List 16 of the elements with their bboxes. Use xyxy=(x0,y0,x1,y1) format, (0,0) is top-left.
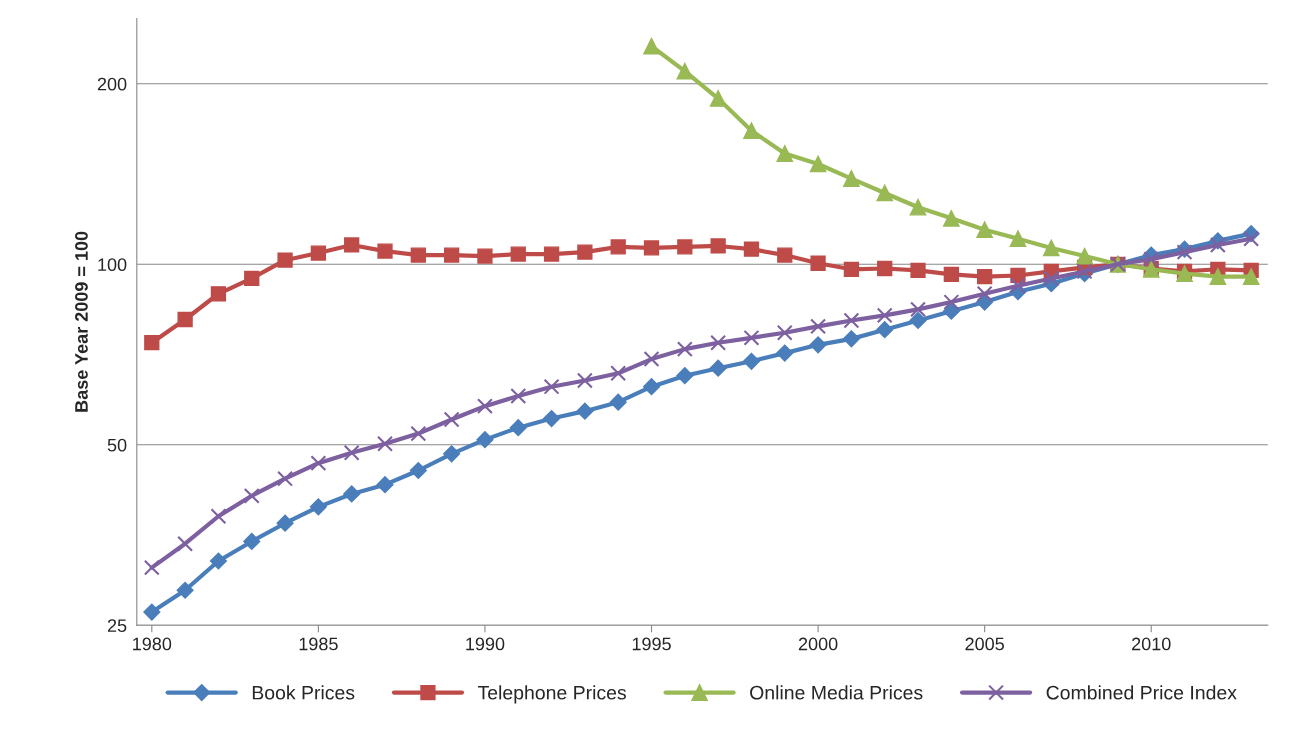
x-tick-label: 1980 xyxy=(133,637,172,651)
x-tick-label: 2000 xyxy=(798,637,838,651)
x-tick-label: 1995 xyxy=(632,637,671,651)
y-tick-label: 200 xyxy=(97,77,127,91)
legend-label: Book Prices xyxy=(252,685,355,700)
legend-label: Telephone Prices xyxy=(477,685,626,704)
y-tick-label: 50 xyxy=(107,438,127,452)
x-tick-label: 1985 xyxy=(299,637,338,651)
y-tick-label: 100 xyxy=(98,258,127,272)
y-tick-label: 25 xyxy=(107,619,127,633)
legend-label: Combined Price Index xyxy=(1046,685,1237,700)
legend-label: Online Media Prices xyxy=(750,685,923,700)
x-tick-label: 2005 xyxy=(965,637,1004,651)
x-tick-label: 1990 xyxy=(466,637,505,651)
y-axis-title: Base Year 2009 = 100 xyxy=(75,231,88,412)
x-tick-label: 2010 xyxy=(1132,637,1171,651)
